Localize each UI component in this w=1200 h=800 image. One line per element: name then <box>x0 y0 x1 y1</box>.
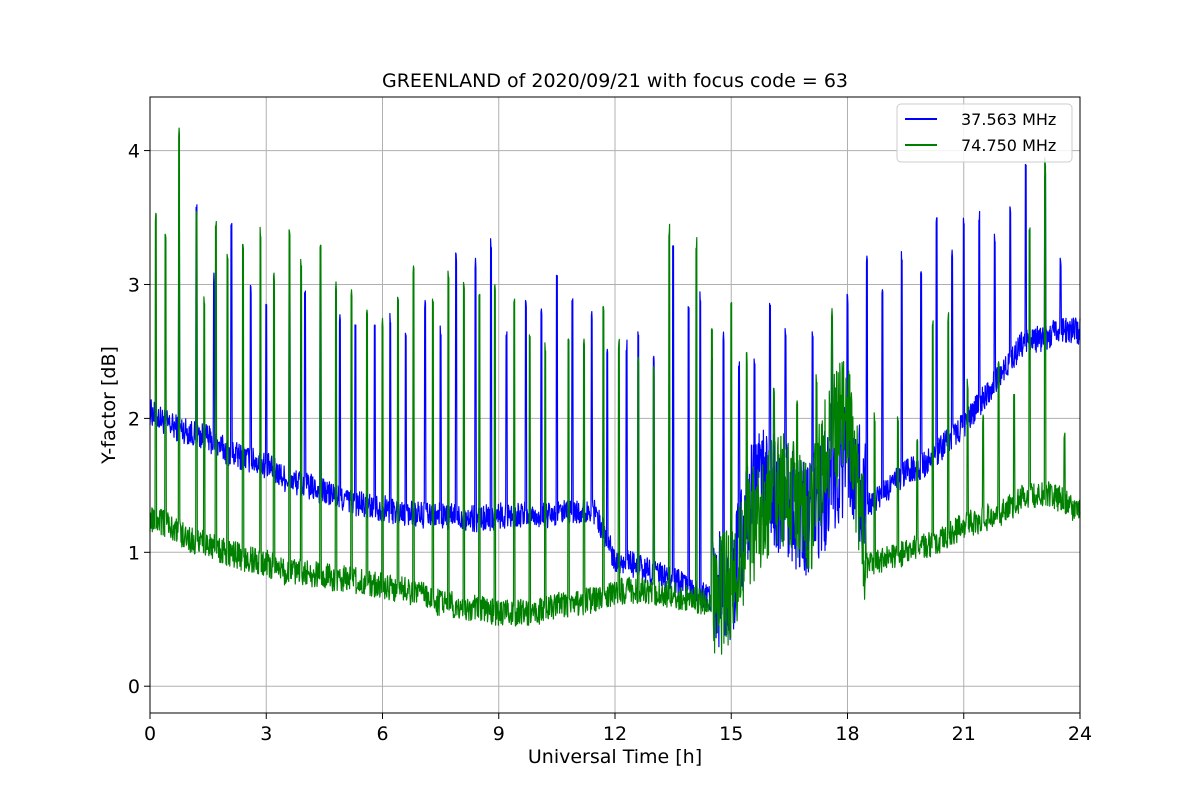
y-tick-label: 2 <box>128 408 140 430</box>
x-tick-label: 6 <box>376 723 388 745</box>
chart-title: GREENLAND of 2020/09/21 with focus code … <box>382 70 848 92</box>
y-tick-label: 0 <box>128 676 140 698</box>
x-tick-label: 9 <box>493 723 505 745</box>
legend-label: 74.750 MHz <box>961 136 1056 155</box>
x-axis-label: Universal Time [h] <box>528 746 702 768</box>
legend-label: 37.563 MHz <box>961 110 1056 129</box>
series-layer <box>149 127 1081 655</box>
y-tick-label: 4 <box>128 141 140 163</box>
legend-box <box>896 103 1073 163</box>
y-tick-label: 1 <box>128 542 140 564</box>
x-tick-label: 3 <box>260 723 272 745</box>
legend: 37.563 MHz 74.750 MHz <box>896 103 1073 163</box>
x-tick-label: 12 <box>603 723 627 745</box>
series-line-2 <box>149 127 1081 655</box>
x-tick-label: 15 <box>719 723 743 745</box>
series-line-1 <box>149 163 1081 648</box>
y-tick-label: 3 <box>128 274 140 296</box>
x-tick-label: 21 <box>952 723 976 745</box>
x-tick-label: 24 <box>1068 723 1092 745</box>
y-axis-label: Y-factor [dB] <box>98 346 120 465</box>
x-tick-label: 0 <box>144 723 156 745</box>
x-tick-label: 18 <box>835 723 859 745</box>
